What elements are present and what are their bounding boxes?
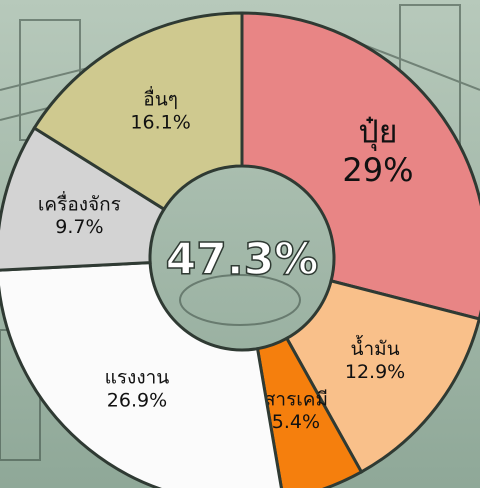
category-label: สารเคมี [264, 388, 328, 410]
donut-slice [255, 336, 364, 488]
center-label: 47.3% [166, 234, 319, 285]
category-label: แรงงาน [105, 366, 170, 388]
category-label: ปุ๋ย [358, 112, 397, 151]
category-label: เครื่องจักร [38, 190, 121, 215]
value-label: 26.9% [107, 389, 167, 411]
slice-label: สารเคมี 5.4% [264, 388, 328, 433]
slice-label: น้ำมัน 12.9% [345, 335, 405, 383]
slice-label: แรงงาน 26.9% [105, 366, 170, 411]
category-label: น้ำมัน [350, 335, 399, 360]
value-label: 29% [342, 151, 413, 189]
value-label: 16.1% [130, 111, 190, 133]
donut-slice [240, 11, 480, 321]
value-label: 9.7% [55, 216, 103, 238]
slice-label: เครื่องจักร 9.7% [38, 190, 121, 238]
slice-label: อื่นๆ 16.1% [130, 85, 190, 133]
value-label: 12.9% [345, 360, 405, 382]
slice-label: ปุ๋ย 29% [342, 112, 413, 188]
category-label: อื่นๆ [143, 85, 178, 110]
value-label: 5.4% [272, 411, 320, 433]
donut-slice [0, 261, 283, 488]
donut-slice [32, 11, 244, 212]
